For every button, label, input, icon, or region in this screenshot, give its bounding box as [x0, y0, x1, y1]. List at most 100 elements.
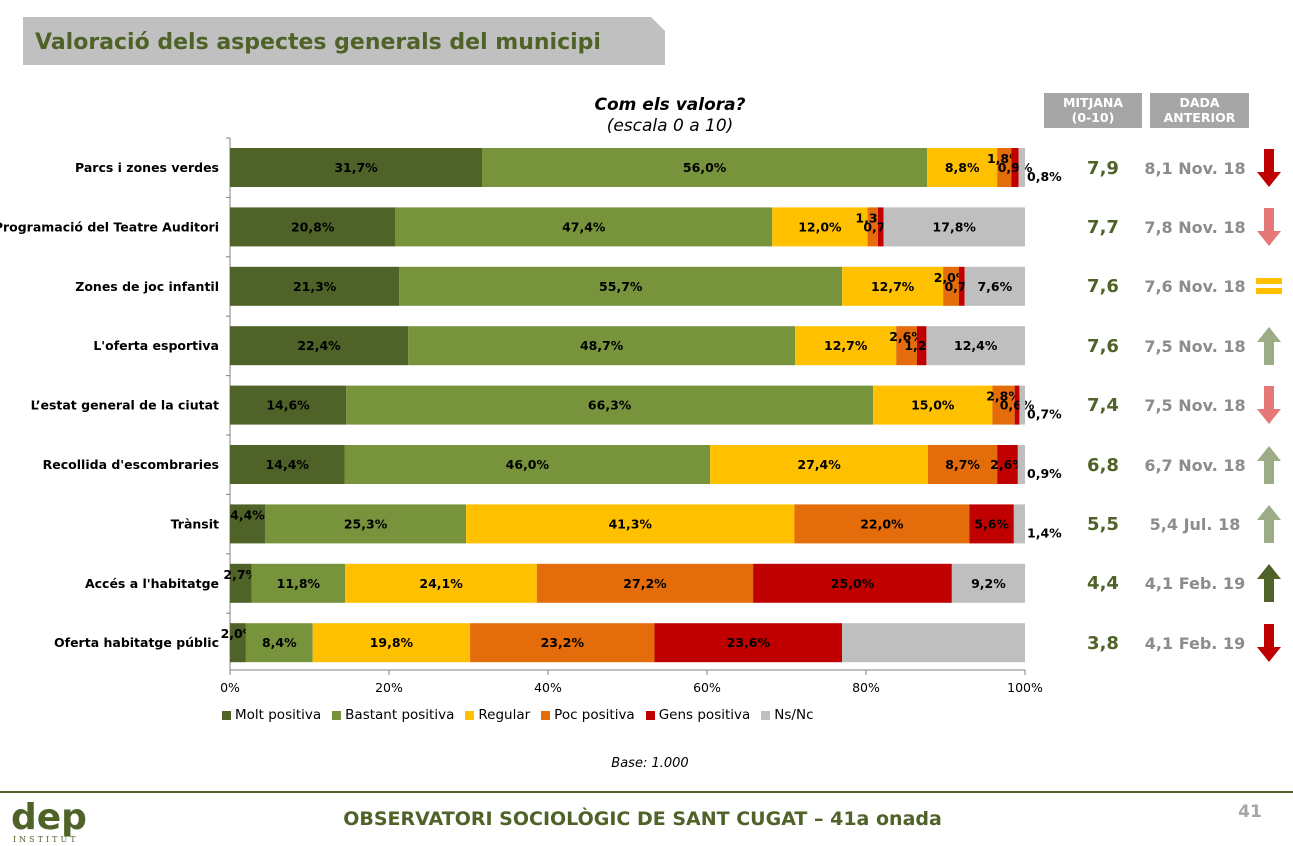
bar-segment: [997, 148, 1012, 187]
bar-data-label: 8,4%: [262, 635, 297, 650]
category-label: L’estat general de la ciutat: [31, 398, 219, 413]
legend-item: Bastant positiva: [332, 707, 454, 723]
bar-data-label: 4,4%: [230, 507, 265, 522]
bar-data-label: 21,3%: [293, 279, 337, 294]
previous-value: 8,1 Nov. 18: [1144, 158, 1246, 178]
legend-label: Poc positiva: [554, 707, 635, 723]
bar-data-label: 12,0%: [798, 219, 842, 234]
category-label: Accés a l'habitatge: [85, 576, 219, 591]
bar-data-label: 2,6%: [990, 457, 1025, 472]
bar-segment: [1013, 504, 1025, 544]
bar-segment: [842, 266, 944, 306]
arrow-down-icon: [1257, 623, 1281, 662]
bar-data-label: 31,7%: [334, 160, 378, 175]
previous-header-line2: ANTERIOR: [1163, 110, 1236, 125]
base-note: Base: 1.000: [611, 756, 689, 771]
bar-segment: [1018, 148, 1025, 187]
bar-segment: [466, 504, 795, 544]
bar-data-label: 48,7%: [580, 338, 624, 353]
category-label: Trànsit: [171, 516, 219, 531]
bar-segment: [951, 563, 1025, 603]
arrow-up-icon: [1257, 504, 1281, 543]
bar-data-label: 12,7%: [824, 338, 868, 353]
bar-segment: [1017, 445, 1025, 484]
bar-data-label: 1,4%: [1027, 525, 1062, 540]
bar-segment: [230, 148, 483, 187]
bar-segment: [883, 207, 1025, 247]
bar-data-label: 66,3%: [588, 398, 632, 413]
legend-swatch: [761, 710, 771, 720]
previous-value: 7,5 Nov. 18: [1144, 396, 1246, 416]
arrow-up-icon: [1257, 564, 1281, 603]
legend-item: Poc positiva: [541, 707, 635, 723]
bar-segment: [896, 326, 917, 366]
bar-segment: [916, 326, 927, 366]
bar-segment: [230, 207, 396, 247]
bar-segment: [408, 326, 796, 366]
bar-data-label: 11,8%: [277, 576, 321, 591]
bar-data-label: 0,7%: [1027, 407, 1062, 422]
legend-swatch: [222, 710, 231, 720]
bar-segment: [772, 207, 868, 247]
bar-segment: [943, 266, 960, 306]
bar-segment: [482, 148, 928, 187]
arrow-up-icon: [1257, 326, 1281, 365]
mean-value: 4,4: [1087, 573, 1119, 595]
previous-value: 4,1 Feb. 19: [1144, 574, 1246, 594]
footer-divider: [0, 791, 1293, 793]
bar-data-label: 2,6%: [889, 329, 924, 344]
bar-data-label: 23,2%: [541, 635, 585, 650]
chart-title: Com els valora?: [594, 95, 746, 115]
bar-data-label: 15,0%: [911, 398, 955, 413]
bar-segment: [969, 504, 1014, 544]
bar-segment: [992, 385, 1015, 425]
bar-segment: [877, 207, 884, 247]
mean-column-header: MITJANA (0-10): [1044, 93, 1142, 128]
bar-segment: [536, 563, 754, 603]
legend-item: Regular: [465, 707, 530, 723]
bar-segment: [1011, 148, 1019, 187]
legend-label: Regular: [478, 707, 531, 723]
bar-segment: [753, 563, 952, 603]
bar-data-label: 12,4%: [954, 338, 998, 353]
legend-swatch: [541, 710, 551, 720]
arrow-down-icon: [1257, 386, 1281, 425]
bar-segment: [997, 445, 1018, 484]
previous-value: 4,1 Feb. 19: [1144, 633, 1246, 653]
bar-data-label: 0,9%: [1027, 466, 1062, 481]
legend-swatch: [465, 710, 475, 720]
stacked-bar-chart: 0% 20% 40% 60% 80% 100% Parcs i zones verdes Pr…: [0, 137, 1062, 695]
bar-data-label: 19,8%: [370, 635, 414, 650]
bar-segment: [395, 207, 773, 247]
bar-segment: [964, 266, 1025, 306]
mean-value: 7,4: [1087, 395, 1119, 417]
bar-segment: [245, 623, 313, 663]
previous-value: 7,6 Nov. 18: [1144, 277, 1246, 297]
bar-data-label: 27,4%: [797, 457, 841, 472]
mean-value: 7,7: [1087, 216, 1119, 238]
bar-segment: [230, 326, 409, 366]
bar-segment: [928, 445, 998, 484]
category-label: Recollida d'escombraries: [43, 457, 219, 472]
bar-data-label: 47,4%: [562, 219, 606, 234]
bar-segment: [264, 504, 467, 544]
category-label: Oferta habitatge públic: [54, 635, 219, 650]
bar-segment: [312, 623, 471, 663]
bar-data-label: 27,2%: [623, 576, 667, 591]
legend-item: Molt positiva: [222, 707, 321, 723]
x-tick-label: 0%: [220, 680, 240, 695]
category-label: Zones de joc infantil: [75, 279, 219, 294]
bar-data-label: 41,3%: [609, 516, 653, 531]
legend-label: Ns/Nc: [774, 707, 814, 723]
bar-data-label: 14,4%: [266, 457, 310, 472]
page-number: 41: [1238, 802, 1262, 822]
bar-segment: [230, 445, 345, 484]
mean-value: 5,5: [1087, 513, 1119, 535]
bar-data-label: 22,0%: [860, 516, 904, 531]
category-label: Parcs i zones verdes: [75, 160, 219, 175]
bar-data-label: 7,6%: [977, 279, 1012, 294]
legend-swatch: [332, 710, 342, 720]
bar-segment: [230, 623, 246, 663]
legend-swatch: [645, 710, 655, 720]
legend-label: Bastant positiva: [345, 707, 455, 723]
